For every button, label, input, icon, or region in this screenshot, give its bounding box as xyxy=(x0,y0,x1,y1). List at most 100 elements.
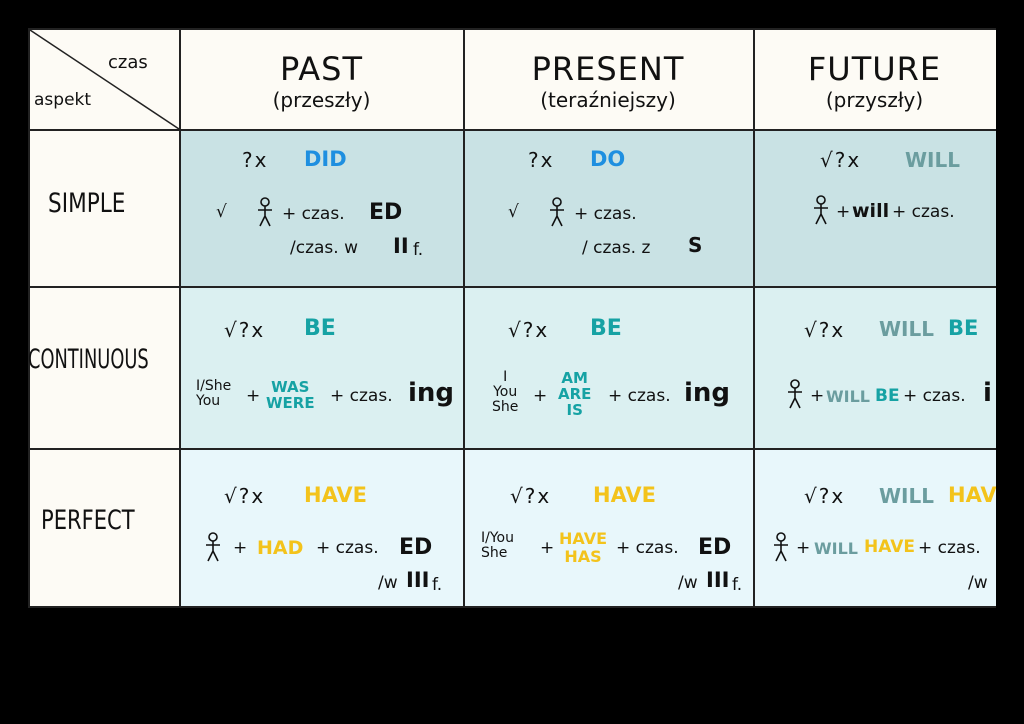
perf-past-czas: + czas. xyxy=(316,538,379,558)
cont-present-subj1: I xyxy=(503,369,508,385)
simple-past-symbols: ?x xyxy=(242,148,269,172)
cont-past-subj2: You xyxy=(196,393,221,409)
cont-past-be-forms: WAS WERE xyxy=(266,379,315,411)
header-future-title: FUTURE xyxy=(807,50,942,88)
grid-line xyxy=(753,28,755,608)
simple-past-alt: /czas. w xyxy=(290,238,358,258)
simple-row-bg xyxy=(180,130,996,287)
check-icon: √ xyxy=(216,202,227,222)
person-icon xyxy=(814,195,828,225)
cont-past-subj1: I/She xyxy=(196,378,232,394)
perf-past-alt: /w xyxy=(378,573,398,593)
simple-future-plus2: + czas. xyxy=(892,202,955,222)
header-future: FUTURE (przyszły) xyxy=(753,28,996,130)
perf-present-aux: HAVE xyxy=(593,483,656,507)
cont-present-subj2: You xyxy=(493,384,518,400)
perf-present-czas: + czas. xyxy=(616,538,679,558)
grid-line xyxy=(28,606,996,608)
cont-future-symbols: √?x xyxy=(804,318,846,342)
continuous-row-bg xyxy=(180,287,996,449)
header-present-sub: (teraźniejszy) xyxy=(540,88,676,112)
simple-past-ed: ED xyxy=(369,200,403,225)
perf-future-will: WILL xyxy=(814,539,858,558)
cont-present-subj3: She xyxy=(492,399,519,415)
check-icon: √ xyxy=(508,202,519,222)
cont-present-aux: BE xyxy=(590,316,622,341)
cont-past-subjects: I/She You xyxy=(196,379,231,409)
perf-present-alt: /w xyxy=(678,573,698,593)
perf-present-f: f. xyxy=(732,575,743,595)
grid-line xyxy=(28,286,996,288)
perf-present-symbols: √?x xyxy=(510,484,552,508)
person-icon xyxy=(788,379,802,409)
perf-present-roman: III xyxy=(706,568,730,592)
corner-aspekt: aspekt xyxy=(34,90,92,110)
perf-future-aux2: HAV xyxy=(948,483,996,507)
perf-present-subj1: I/You xyxy=(481,530,514,546)
perf-future-alt: /w xyxy=(968,573,988,593)
perf-past-roman: III xyxy=(406,568,430,592)
grid-line xyxy=(28,28,996,30)
simple-past-f: f. xyxy=(413,240,424,260)
row-label-continuous: CONTINUOUS xyxy=(28,344,149,375)
tense-table: czas aspekt PAST (przeszły) PRESENT (ter… xyxy=(28,28,996,608)
simple-present-aux: DO xyxy=(590,147,626,171)
simple-present-symbols: ?x xyxy=(528,148,555,172)
perfect-row-bg xyxy=(180,449,996,608)
perf-present-have-forms: HAVE HAS xyxy=(559,530,607,566)
perf-future-czas: + czas. xyxy=(918,538,981,558)
cont-future-plus: + xyxy=(810,386,825,406)
cont-present-be3: IS xyxy=(566,401,583,419)
perf-past-aux: HAVE xyxy=(304,483,367,507)
grid-line xyxy=(28,28,30,608)
row-label-column xyxy=(28,130,180,608)
cont-past-czas: + czas. xyxy=(330,386,393,406)
simple-present-plus: + czas. xyxy=(574,204,637,224)
person-icon xyxy=(206,532,220,562)
perf-future-plus: + xyxy=(796,538,811,558)
perf-future-have: HAVE xyxy=(864,537,915,557)
grid-line xyxy=(179,28,181,608)
header-future-sub: (przyszły) xyxy=(825,88,924,112)
cont-present-be-forms: AM ARE IS xyxy=(558,370,591,418)
simple-present-alt: / czas. z xyxy=(582,238,651,258)
grid-line xyxy=(463,28,465,608)
cont-present-czas: + czas. xyxy=(608,386,671,406)
header-past-title: PAST xyxy=(280,50,363,88)
cont-present-be2: ARE xyxy=(558,385,592,403)
simple-future-will: will xyxy=(852,200,890,222)
cont-past-ing: ing xyxy=(408,378,455,408)
cont-present-be1: AM xyxy=(561,369,588,387)
cont-present-ing: ing xyxy=(684,378,731,408)
cont-past-symbols: √?x xyxy=(224,318,266,342)
row-label-perfect: PERFECT xyxy=(41,505,135,536)
perf-present-plus: + xyxy=(540,538,555,558)
header-past: PAST (przeszły) xyxy=(180,28,463,130)
perf-past-symbols: √?x xyxy=(224,484,266,508)
cont-future-aux2: BE xyxy=(948,316,979,340)
perf-present-subjects: I/You She xyxy=(481,531,514,561)
header-past-sub: (przeszły) xyxy=(272,88,371,112)
row-label-simple: SIMPLE xyxy=(48,188,126,219)
simple-past-aux: DID xyxy=(304,147,347,171)
corner-diagonal xyxy=(29,29,180,130)
perf-past-had: HAD xyxy=(257,537,304,559)
simple-future-aux: WILL xyxy=(905,148,960,172)
perf-future-aux1: WILL xyxy=(879,484,934,508)
cont-present-plus: + xyxy=(533,386,548,406)
person-icon xyxy=(550,197,564,227)
cont-present-subjects: I You She xyxy=(492,370,518,415)
perf-present-h2: HAS xyxy=(564,547,602,566)
perf-present-ed: ED xyxy=(698,535,732,560)
grid-line xyxy=(28,448,996,450)
simple-future-symbols: √?x xyxy=(820,148,862,172)
cont-future-be: BE xyxy=(875,386,900,406)
header-present: PRESENT (teraźniejszy) xyxy=(463,28,753,130)
person-icon xyxy=(774,532,788,562)
cont-future-czas: + czas. xyxy=(903,386,966,406)
corner-czas: czas xyxy=(108,52,148,73)
cont-past-be1: WAS xyxy=(271,378,310,396)
cont-past-plus: + xyxy=(246,386,261,406)
cont-future-ing: i xyxy=(983,378,992,408)
simple-future-plus1: + xyxy=(836,202,851,222)
